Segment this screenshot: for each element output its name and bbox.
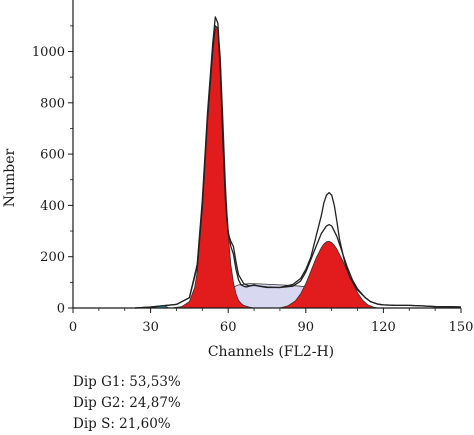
- histogram-chart: 0 30 60 90 120 150 0 200 400 600 800 1000 Channels …: [2, 0, 474, 360]
- y-tick-label: 400: [40, 199, 65, 214]
- y-tick-label: 800: [40, 96, 65, 111]
- y-tick-label: 200: [40, 250, 65, 265]
- filled-areas: [150, 26, 379, 309]
- x-axis-label: Channels (FL2-H): [208, 344, 334, 360]
- x-tick-label: 60: [220, 320, 237, 335]
- outline-curve-1: [135, 16, 462, 309]
- outline-curves: [135, 16, 462, 309]
- dip-g2-area: [279, 240, 379, 309]
- outline-curve-2: [135, 25, 462, 309]
- stat-dip-g1: Dip G1: 53,53%: [73, 374, 181, 390]
- x-tick-label: 30: [142, 320, 159, 335]
- x-tick-label: 90: [298, 320, 315, 335]
- x-tick-label: 0: [69, 320, 77, 335]
- x-tick-label: 150: [449, 320, 474, 335]
- x-tick-label: 120: [371, 320, 396, 335]
- dip-g1-area: [171, 26, 255, 309]
- y-tick-label: 1000: [32, 45, 65, 60]
- y-tick-label: 600: [40, 148, 65, 163]
- stat-dip-g2: Dip G2: 24,87%: [73, 395, 181, 411]
- stat-dip-s: Dip S: 21,60%: [73, 416, 171, 432]
- phase-statistics: Dip G1: 53,53% Dip G2: 24,87% Dip S: 21,…: [73, 372, 181, 435]
- axes: [68, 0, 462, 313]
- y-tick-label: 0: [57, 302, 65, 317]
- y-axis-label: Number: [2, 148, 18, 207]
- tick-labels: 0 30 60 90 120 150 0 200 400 600 800 1000: [32, 45, 474, 335]
